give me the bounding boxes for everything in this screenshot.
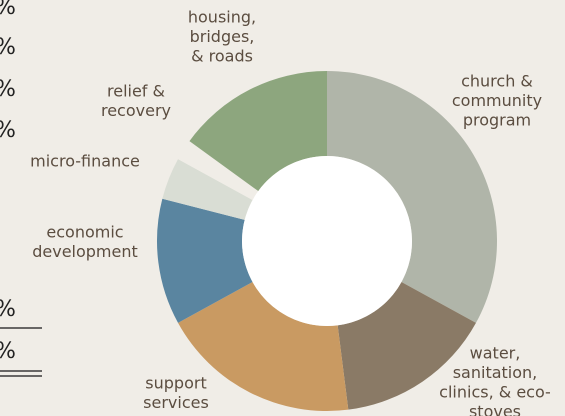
- slice-label: church &: [461, 72, 533, 91]
- slice-label: bridges,: [190, 27, 255, 46]
- cropped-percent: %: [0, 77, 16, 102]
- slice-label: clinics, & eco-: [439, 383, 551, 402]
- slice-label: housing,: [188, 8, 256, 27]
- donut-slice: [178, 141, 259, 201]
- slice-label: & roads: [191, 47, 253, 66]
- slice-label: water,: [470, 344, 521, 363]
- slice-label: sanitation,: [453, 363, 538, 382]
- slice-label: program: [463, 111, 531, 130]
- cropped-percent: %: [0, 35, 16, 60]
- donut-slice: [162, 159, 253, 220]
- donut-hole: [242, 156, 412, 326]
- cropped-percent: %: [0, 0, 16, 20]
- slice-label: services: [143, 393, 209, 412]
- donut-slice: [327, 71, 498, 323]
- slice-label: relief &: [107, 82, 165, 101]
- slice-label: development: [32, 242, 138, 261]
- slice-label: stoves: [469, 402, 521, 416]
- donut-slice: [178, 281, 349, 411]
- donut-slice: [189, 71, 327, 192]
- donut-slice: [157, 198, 253, 323]
- slice-label: community: [452, 91, 542, 110]
- cropped-percent: %: [0, 297, 16, 322]
- cropped-percent: %: [0, 339, 16, 364]
- slice-label: support: [145, 374, 206, 393]
- slice-label: recovery: [101, 101, 171, 120]
- donut-slice: [337, 281, 476, 410]
- slice-label: micro-finance: [30, 152, 140, 171]
- slice-label: economic: [46, 223, 123, 242]
- cropped-percent: %: [0, 118, 16, 143]
